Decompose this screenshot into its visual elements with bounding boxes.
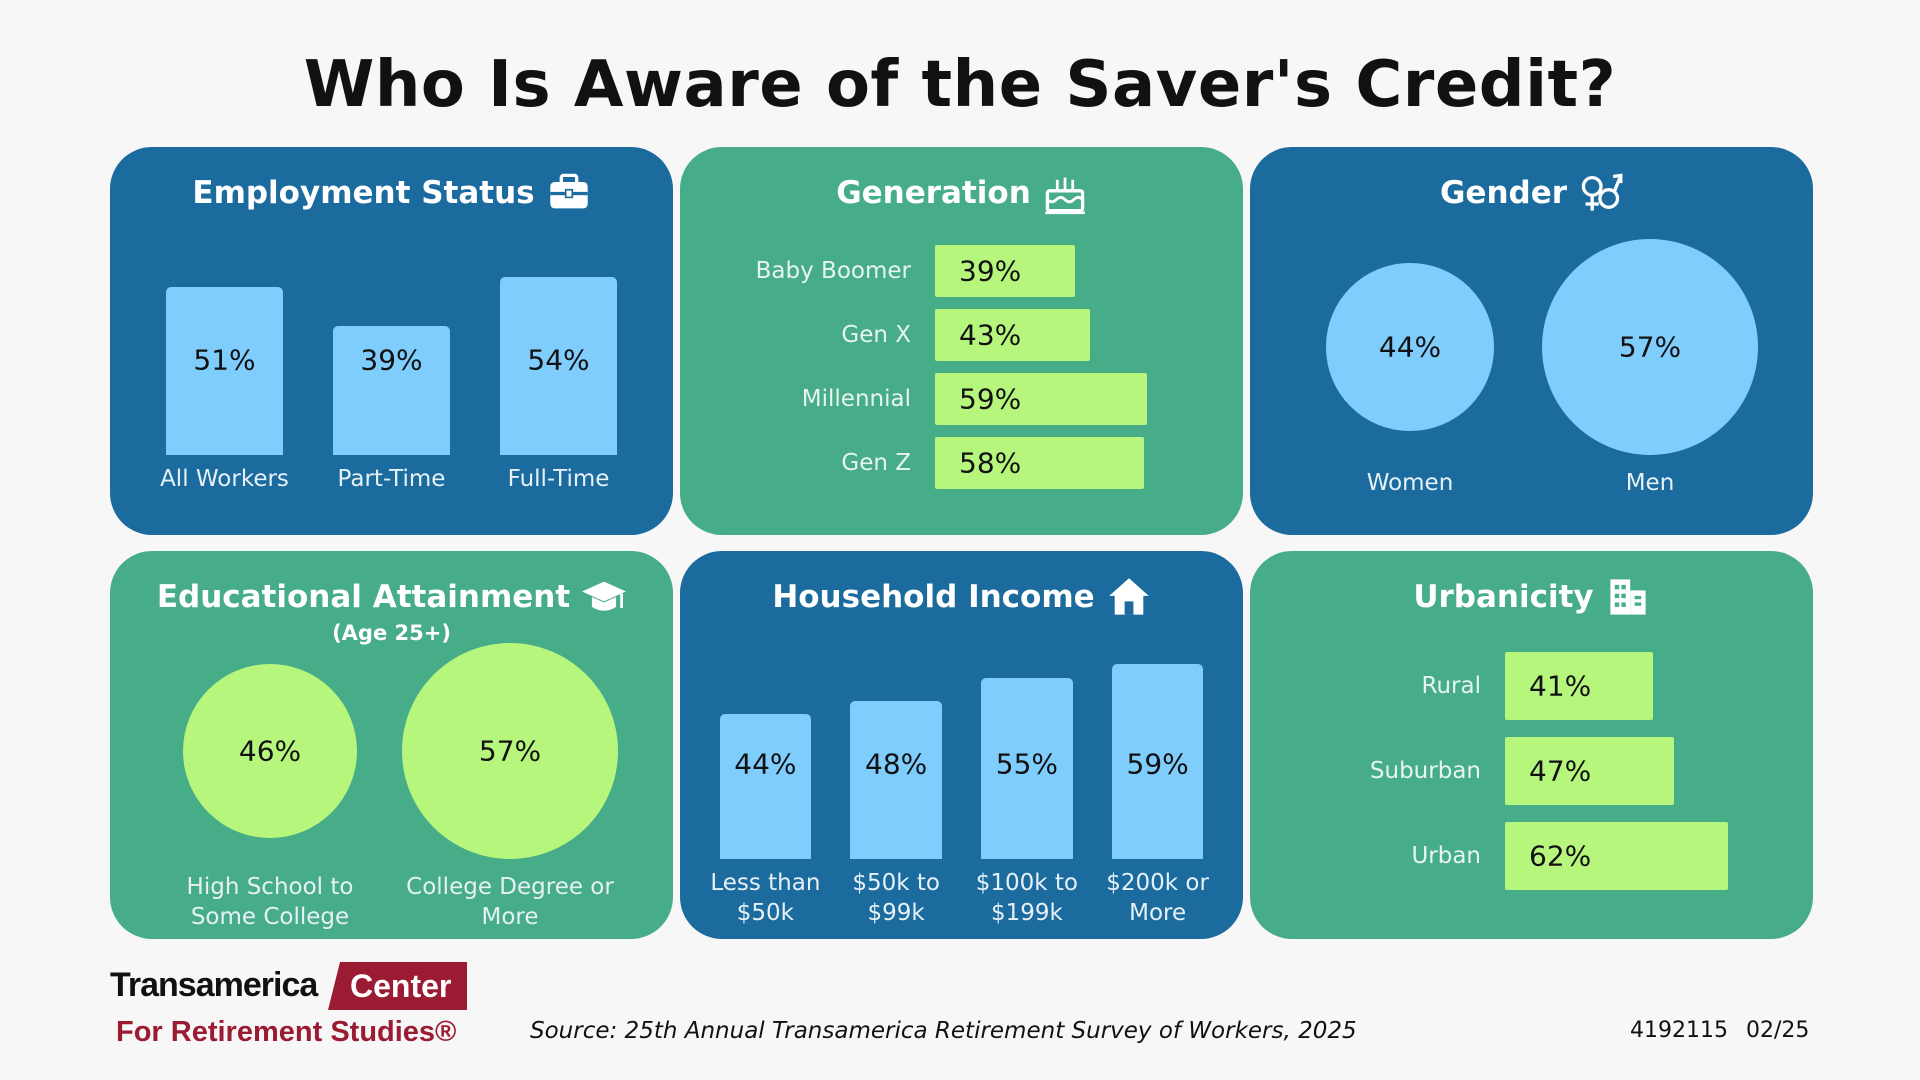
- category-label: $200k or More: [1106, 870, 1209, 926]
- category-label: Gen X: [841, 322, 911, 348]
- value-label: 39%: [959, 254, 1022, 288]
- value-label: 62%: [1529, 839, 1592, 873]
- panel-header: Educational Attainment: [110, 573, 673, 621]
- panel: Generation 39% Baby Boomer 43% Gen X 59% Mille…: [680, 147, 1243, 535]
- category-label: Baby Boomer: [755, 258, 911, 284]
- panel-header: Urbanicity: [1250, 573, 1813, 621]
- category-label: Women: [1366, 470, 1454, 496]
- category-label: $100k to $199k: [975, 870, 1078, 926]
- bar: [1505, 736, 1675, 806]
- panel-title: Household Income: [772, 579, 1095, 615]
- panel-icon: [1610, 579, 1646, 615]
- source-note: Source: 25th Annual Transamerica Retirem…: [530, 1018, 1357, 1044]
- panel-icon: [1044, 177, 1085, 215]
- value-label: 54%: [527, 343, 590, 377]
- panel: Employment Status 51% All Workers 39% Part-T…: [110, 147, 673, 535]
- category-label: Less than $50k: [710, 870, 821, 926]
- category-label: Part-Time: [337, 466, 446, 492]
- panel-icon: [1108, 578, 1149, 615]
- category-label: Urban: [1411, 843, 1481, 870]
- panel-title: Educational Attainment: [156, 579, 571, 615]
- category-label: Millennial: [801, 386, 911, 412]
- value-label: 39%: [360, 343, 423, 377]
- bubble: [182, 663, 358, 839]
- category-label: All Workers: [160, 466, 289, 492]
- bar: [719, 713, 812, 859]
- value-label: 43%: [959, 318, 1022, 352]
- category-label: Rural: [1421, 672, 1481, 699]
- panel: Urbanicity 41% Rural 47% Suburban 62% Urban: [1250, 551, 1813, 939]
- bar: [935, 309, 1090, 361]
- panel-icon: [549, 173, 588, 209]
- panel: Educational Attainment (Age 25+) 46% High S…: [110, 551, 673, 939]
- bar: [500, 276, 617, 455]
- panel-header: Household Income: [680, 573, 1243, 621]
- bubble: [1326, 263, 1494, 431]
- value-label: 44%: [1378, 330, 1442, 364]
- panel-header: Gender: [1250, 169, 1813, 217]
- value-label: 59%: [1126, 747, 1189, 781]
- category-label: Men: [1625, 470, 1675, 496]
- value-label: 48%: [865, 747, 928, 781]
- category-label: Suburban: [1369, 758, 1481, 784]
- bar: [935, 437, 1144, 489]
- value-label: 51%: [193, 343, 256, 377]
- bubble: [401, 642, 619, 860]
- logo-name: Transamerica: [110, 966, 318, 1004]
- panel-title: Employment Status: [192, 175, 535, 211]
- panel-subtitle: (Age 25+): [332, 621, 451, 645]
- value-label: 58%: [959, 446, 1022, 480]
- value-label: 41%: [1529, 669, 1592, 703]
- category-label: Full-Time: [507, 466, 610, 492]
- value-label: 44%: [734, 747, 797, 781]
- panel-header: Generation: [680, 169, 1243, 217]
- panel-icon: [582, 581, 627, 611]
- bar: [1111, 664, 1204, 859]
- bar: [166, 286, 283, 455]
- date: 02/25: [1746, 1018, 1810, 1043]
- category-label: College Degree or More: [406, 874, 614, 930]
- code: 4192115: [1630, 1018, 1728, 1043]
- panel-title: Gender: [1439, 175, 1568, 211]
- panel-title: Generation: [836, 175, 1031, 211]
- bar: [935, 245, 1076, 297]
- category-label: Gen Z: [841, 450, 911, 476]
- value-label: 57%: [1618, 330, 1682, 364]
- bar: [1505, 651, 1653, 720]
- bar: [850, 700, 942, 859]
- panel-header: Employment Status: [110, 169, 673, 217]
- bar: [981, 677, 1073, 859]
- bar: [1505, 822, 1729, 891]
- panel: Household Income 44% Less than $50k 48% $50k…: [680, 551, 1243, 939]
- logo-highlight: Center: [328, 962, 467, 1010]
- bar: [333, 326, 450, 455]
- value-label: 57%: [478, 734, 542, 768]
- value-label: 55%: [995, 747, 1058, 781]
- panel-title: Urbanicity: [1413, 579, 1594, 615]
- bar: [935, 373, 1148, 425]
- value-label: 46%: [238, 734, 302, 768]
- value-label: 59%: [959, 382, 1022, 416]
- panel-icon: [1581, 173, 1623, 211]
- value-label: 47%: [1529, 754, 1592, 788]
- logo-subtitle: For Retirement Studies®: [116, 1016, 457, 1048]
- page-title: Who Is Aware of the Saver's Credit?: [303, 48, 1617, 122]
- bubble: [1541, 238, 1759, 456]
- panel: Gender 44% Women 57% Men: [1250, 147, 1813, 535]
- category-label: High School to Some College: [186, 874, 354, 930]
- category-label: $50k to $99k: [852, 870, 940, 926]
